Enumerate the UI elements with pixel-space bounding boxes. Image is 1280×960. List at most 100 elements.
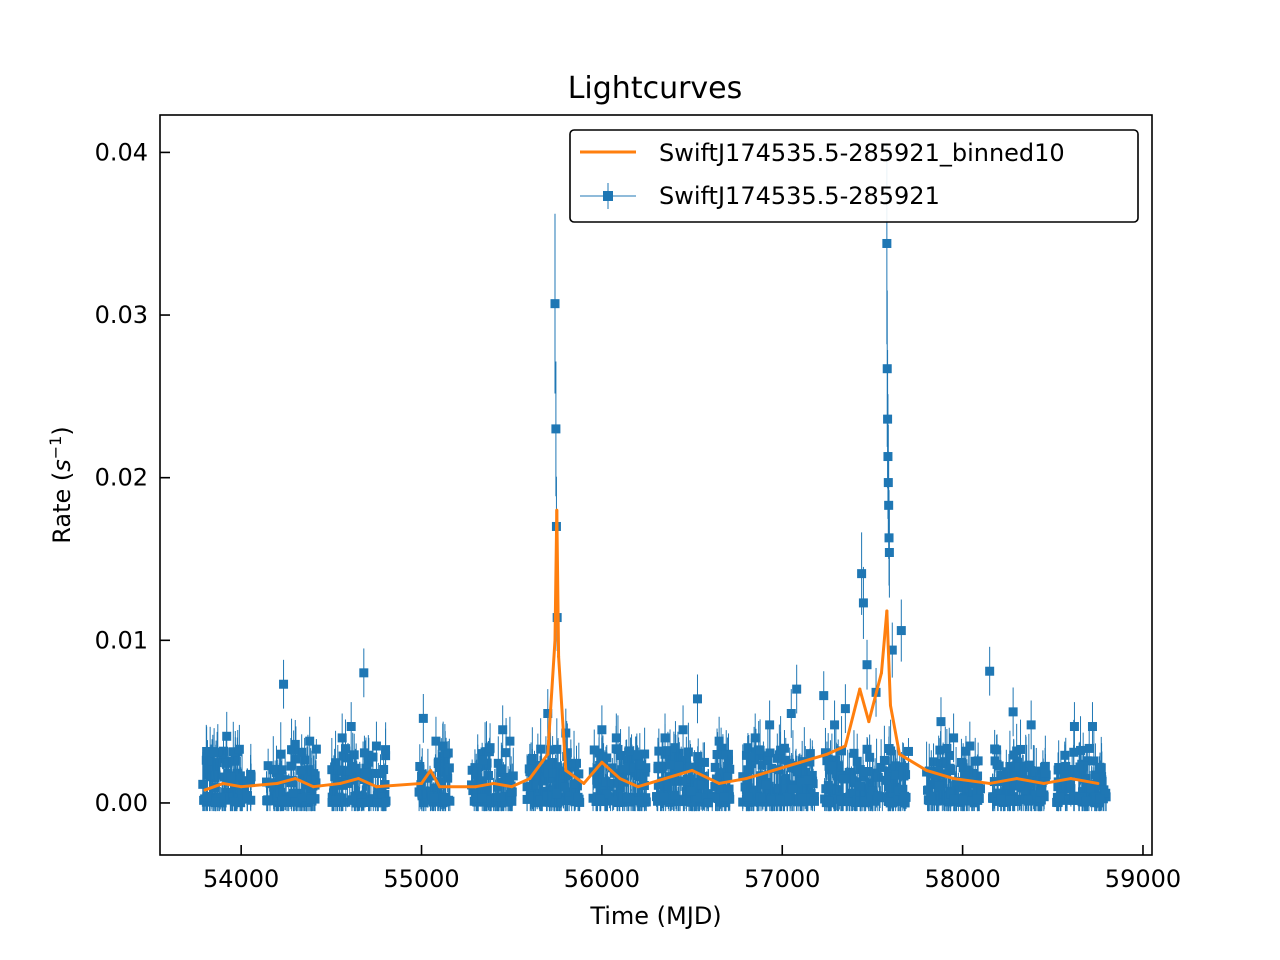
legend-box xyxy=(569,129,1139,223)
data-point xyxy=(296,760,306,781)
point-marker xyxy=(535,795,545,805)
binned-line-segment xyxy=(925,768,956,781)
point-marker xyxy=(562,748,572,758)
point-marker xyxy=(885,797,895,807)
data-point xyxy=(418,693,428,743)
point-marker xyxy=(552,789,562,799)
point-marker xyxy=(972,794,982,804)
point-marker xyxy=(750,733,760,743)
point-marker xyxy=(1101,788,1111,798)
point-marker xyxy=(198,779,208,789)
point-marker xyxy=(832,785,842,795)
point-marker xyxy=(1069,722,1079,732)
data-point xyxy=(674,749,684,784)
point-marker xyxy=(368,752,378,762)
data-point xyxy=(884,507,894,598)
data-point xyxy=(493,736,503,791)
data-point xyxy=(1084,722,1094,774)
point-marker xyxy=(279,679,289,689)
data-point xyxy=(589,729,599,771)
y-tick-label: 0.03 xyxy=(95,301,148,329)
data-point xyxy=(478,749,488,772)
point-marker xyxy=(837,746,847,756)
point-marker xyxy=(699,757,709,767)
data-point xyxy=(535,763,545,812)
data-point xyxy=(992,734,1002,765)
data-point xyxy=(896,599,906,662)
point-marker xyxy=(884,547,894,557)
point-marker xyxy=(1066,778,1076,788)
x-axis: 54000 55000 56000 57000 58000 59000 xyxy=(203,845,1181,893)
point-marker xyxy=(616,751,626,761)
data-point xyxy=(597,705,607,755)
binned-line-segment xyxy=(717,777,748,785)
point-marker xyxy=(364,797,374,807)
data-point xyxy=(865,734,875,781)
data-point xyxy=(1095,786,1105,812)
data-point xyxy=(216,786,226,810)
point-marker xyxy=(303,765,313,775)
point-marker xyxy=(1085,783,1095,793)
point-marker xyxy=(1095,794,1105,804)
point-marker xyxy=(960,771,970,781)
data-point xyxy=(999,779,1009,812)
point-marker xyxy=(822,756,832,766)
point-marker xyxy=(1007,772,1017,782)
data-point xyxy=(279,659,289,709)
point-marker xyxy=(1089,756,1099,766)
legend-marker-square xyxy=(603,191,613,201)
point-marker xyxy=(492,782,502,792)
data-point xyxy=(926,773,936,812)
point-marker xyxy=(482,758,492,768)
point-marker xyxy=(566,758,576,768)
y-tick-label: 0.00 xyxy=(95,789,148,817)
point-marker xyxy=(202,792,212,802)
point-marker xyxy=(985,666,995,676)
point-marker xyxy=(723,772,733,782)
point-marker xyxy=(497,764,507,774)
point-marker xyxy=(852,756,862,766)
data-point xyxy=(337,713,347,763)
data-point xyxy=(438,721,448,771)
point-marker xyxy=(873,791,883,801)
data-point xyxy=(340,719,350,778)
point-marker xyxy=(493,758,503,768)
data-point xyxy=(934,735,944,807)
point-marker xyxy=(289,745,299,755)
point-marker xyxy=(863,766,873,776)
data-point xyxy=(1069,776,1079,812)
point-marker xyxy=(809,796,819,806)
data-point xyxy=(873,773,883,812)
point-marker xyxy=(898,784,908,794)
point-marker xyxy=(485,743,495,753)
point-marker xyxy=(936,717,946,727)
point-marker xyxy=(501,748,511,758)
binned-line-segment xyxy=(663,768,694,781)
point-marker xyxy=(311,744,321,754)
point-marker xyxy=(262,777,272,787)
point-marker xyxy=(418,713,428,723)
point-marker xyxy=(944,750,954,760)
data-point xyxy=(371,721,381,771)
point-marker xyxy=(712,793,722,803)
data-point xyxy=(653,753,663,780)
data-point xyxy=(624,726,634,776)
point-marker xyxy=(674,761,684,771)
plot-frame xyxy=(159,114,1153,856)
point-marker xyxy=(263,795,273,805)
point-marker xyxy=(311,778,321,788)
point-marker xyxy=(216,793,226,803)
point-marker xyxy=(222,731,232,741)
data-point xyxy=(595,782,605,812)
point-marker xyxy=(482,795,492,805)
point-marker xyxy=(1067,765,1077,775)
data-point xyxy=(891,758,901,792)
point-marker xyxy=(277,765,287,775)
data-point xyxy=(714,716,724,766)
point-marker xyxy=(1069,747,1079,757)
point-marker xyxy=(779,775,789,785)
data-point xyxy=(803,769,813,791)
data-point xyxy=(551,361,561,497)
data-point xyxy=(703,769,713,812)
point-marker xyxy=(564,792,574,802)
